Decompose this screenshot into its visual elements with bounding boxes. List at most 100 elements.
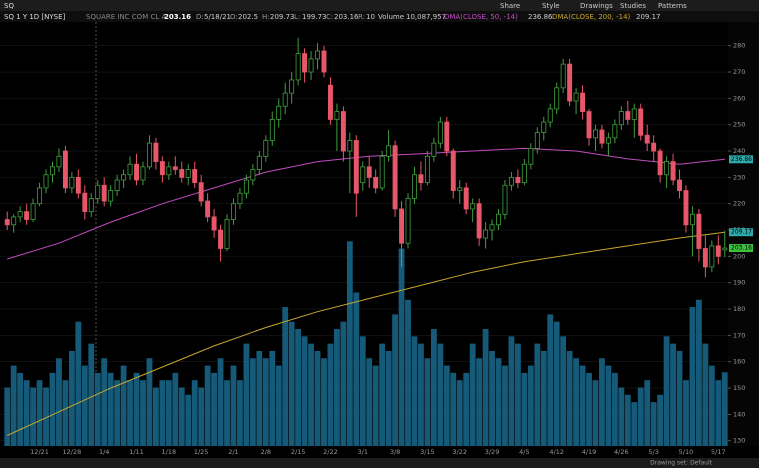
volume-bar xyxy=(88,343,95,446)
candle-body xyxy=(11,216,17,226)
candle-body xyxy=(722,247,728,251)
candle-body xyxy=(450,150,456,191)
candle-body xyxy=(250,169,256,181)
x-tick-label: 3/29 xyxy=(485,448,500,456)
candle-body xyxy=(709,245,715,268)
x-tick-label: 3/1 xyxy=(358,448,368,456)
volume-bar xyxy=(334,329,340,446)
candle-body xyxy=(418,174,424,184)
candle-body xyxy=(302,53,308,73)
candle-body xyxy=(205,200,211,218)
y-tick-label: 160 xyxy=(733,358,745,366)
candle-body xyxy=(185,169,191,178)
date-value: 5/18/21 xyxy=(204,13,231,21)
volume-bar xyxy=(631,402,638,446)
candle-body xyxy=(399,208,405,244)
toolbar xyxy=(0,0,759,11)
candle-body xyxy=(386,145,392,157)
candle-body xyxy=(101,184,107,202)
last-price: 203.16 xyxy=(164,13,191,21)
candle-body xyxy=(360,166,366,184)
candle-body xyxy=(121,174,127,181)
candle-body xyxy=(82,192,88,213)
toolbar-button[interactable]: Patterns xyxy=(658,2,687,10)
volume-bar xyxy=(560,336,567,446)
volume-bar xyxy=(198,387,205,446)
candle-body xyxy=(276,105,282,120)
volume-bar xyxy=(327,343,334,446)
x-tick-label: 2/15 xyxy=(291,448,306,456)
volume-bar xyxy=(133,372,140,446)
toolbar-symbol[interactable]: SQ xyxy=(4,2,14,10)
volume-bar xyxy=(107,372,114,446)
volume-bar xyxy=(689,307,696,446)
volume-bar xyxy=(599,358,605,446)
volume-bar xyxy=(663,336,670,446)
y-tick-label: 180 xyxy=(733,305,745,313)
volume-bar xyxy=(308,343,314,446)
candle-body xyxy=(62,150,68,189)
date-label: D: xyxy=(196,13,204,21)
volume-bar xyxy=(17,372,24,446)
range-label: R: xyxy=(358,13,365,21)
volume-bar xyxy=(715,380,722,446)
candle-body xyxy=(224,219,230,249)
candle-body xyxy=(651,142,657,152)
candle-body xyxy=(483,229,489,239)
candle-body xyxy=(567,63,573,102)
candle-body xyxy=(347,140,353,152)
y-tick-label: 200 xyxy=(733,252,745,260)
candle-body xyxy=(211,216,217,231)
candle-body xyxy=(114,179,120,191)
volume-bar xyxy=(36,380,43,446)
volume-bar xyxy=(114,380,121,446)
x-tick-label: 4/26 xyxy=(614,448,629,456)
candle-body xyxy=(134,163,139,181)
volume-bar xyxy=(101,358,108,446)
drawing-set[interactable]: Drawing set: Default xyxy=(650,460,713,467)
candle-body xyxy=(340,111,346,152)
volume-bar xyxy=(217,358,224,446)
volume-bar xyxy=(437,343,444,446)
toolbar-button[interactable]: Style xyxy=(542,2,560,10)
y-tick-label: 170 xyxy=(733,331,745,339)
ohlc-label: H: xyxy=(262,13,270,21)
candle-body xyxy=(295,53,301,81)
volume-bar xyxy=(10,365,17,446)
candle-body xyxy=(502,184,508,215)
volume-bar xyxy=(618,387,625,446)
volume-bar xyxy=(708,365,715,446)
candle-body xyxy=(463,187,469,210)
volume-bar xyxy=(515,343,521,446)
toolbar-button[interactable]: Studies xyxy=(620,2,646,10)
candle-body xyxy=(4,219,10,226)
volume-bar xyxy=(262,358,269,446)
volume-bar xyxy=(340,321,347,446)
volume-bar xyxy=(573,358,579,446)
toolbar-button[interactable]: Share xyxy=(500,2,520,10)
volume-bar xyxy=(165,380,172,446)
volume-bar xyxy=(288,321,295,446)
y-tick-label: 280 xyxy=(733,42,745,50)
volume-bar xyxy=(23,380,30,446)
candle-body xyxy=(243,179,249,194)
candle-body xyxy=(554,87,560,110)
candle-body xyxy=(321,50,327,73)
candle-body xyxy=(677,179,682,191)
candle-body xyxy=(476,203,482,239)
candle-body xyxy=(470,203,476,210)
candle-body xyxy=(715,245,721,257)
volume-bar xyxy=(624,394,631,446)
volume-bar xyxy=(353,292,360,446)
x-tick-label: 1/18 xyxy=(162,448,177,456)
candle-body xyxy=(56,155,62,168)
toolbar-button[interactable]: Drawings xyxy=(580,2,613,10)
candle-body xyxy=(496,213,501,226)
x-tick-label: 5/3 xyxy=(648,448,658,456)
candle-body xyxy=(373,176,379,189)
last-price-label: 203.16 xyxy=(731,245,752,252)
y-tick-label: 130 xyxy=(733,437,745,445)
volume-bar xyxy=(68,350,75,446)
volume-bar xyxy=(476,358,483,446)
volume-bar xyxy=(346,241,353,446)
